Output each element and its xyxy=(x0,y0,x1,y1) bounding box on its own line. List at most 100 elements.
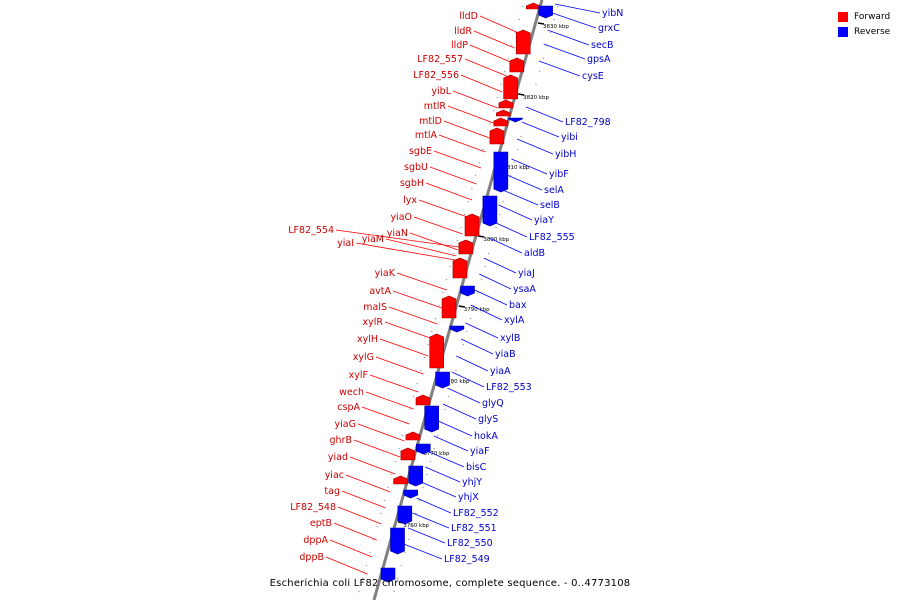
forward-gene-block xyxy=(452,257,468,279)
tick-label: 3790 kbp xyxy=(464,307,490,313)
reverse-gene-lf82-555: LF82_555 xyxy=(529,232,575,243)
forward-gene-block xyxy=(441,295,457,319)
track-dot xyxy=(469,317,472,320)
reverse-gene-block xyxy=(390,527,405,555)
reverse-gene-bisc: bisC xyxy=(466,462,487,473)
track-dot xyxy=(420,369,422,372)
track-dot xyxy=(467,200,470,203)
forward-gene-block xyxy=(489,127,505,145)
reverse-gene-selb: selB xyxy=(540,200,560,211)
reverse-gene-leader xyxy=(479,273,512,290)
reverse-gene-leader xyxy=(521,121,560,138)
reverse-gene-leader xyxy=(437,420,473,437)
forward-gene-leader xyxy=(409,232,459,251)
forward-gene-ghrb: ghrB xyxy=(330,435,352,446)
track-dot xyxy=(409,408,411,411)
track-dot xyxy=(471,187,473,190)
reverse-gene-leader xyxy=(403,543,443,560)
reverse-gene-leader xyxy=(474,289,508,306)
track-dot xyxy=(492,109,495,112)
reverse-gene-leader xyxy=(447,387,481,404)
reverse-gene-lf82-549: LF82_549 xyxy=(444,554,490,565)
reverse-gene-leader xyxy=(493,221,528,238)
track-dot xyxy=(553,18,556,21)
track-dot xyxy=(556,5,559,8)
backbone-line xyxy=(372,0,544,600)
forward-gene-lyx: lyx xyxy=(403,195,417,206)
forward-gene-leader xyxy=(433,150,482,169)
reverse-gene-leader xyxy=(543,43,586,60)
track-dot xyxy=(518,18,521,21)
reverse-gene-leader xyxy=(554,3,601,14)
forward-gene-leader xyxy=(443,120,490,139)
forward-gene-block xyxy=(496,109,511,117)
forward-gene-leader xyxy=(388,306,438,325)
forward-gene-leader xyxy=(473,30,515,49)
track-dot xyxy=(422,486,424,489)
reverse-gene-leader xyxy=(525,106,564,123)
reverse-gene-yhjx: yhjX xyxy=(458,492,479,503)
track-dot xyxy=(401,434,404,437)
track-dot xyxy=(495,226,497,229)
forward-gene-lldp: lldP xyxy=(451,40,468,51)
track-dot xyxy=(480,278,483,281)
track-dot xyxy=(474,174,477,177)
forward-gene-yiac: yiac xyxy=(325,470,344,481)
forward-gene-lf82-556: LF82_556 xyxy=(413,70,459,81)
forward-gene-lf82-548: LF82_548 xyxy=(290,502,336,513)
track-dot xyxy=(436,434,439,437)
tick-label: 3770 kbp xyxy=(423,451,449,457)
track-dot xyxy=(452,252,455,255)
tick-label: 3820 kbp xyxy=(523,95,549,101)
reverse-gene-yhjy: yhjY xyxy=(462,477,482,488)
reverse-gene-block xyxy=(415,443,431,455)
track-dot xyxy=(509,174,512,177)
forward-gene-leader xyxy=(384,321,434,340)
reverse-gene-lf82-798: LF82_798 xyxy=(565,117,611,128)
track-dot xyxy=(434,317,437,320)
forward-gene-leader xyxy=(329,539,373,558)
reverse-gene-cyse: cysE xyxy=(582,71,604,82)
reverse-gene-bax: bax xyxy=(509,300,527,311)
forward-gene-leader xyxy=(375,356,424,375)
reverse-gene-leader xyxy=(460,338,494,355)
forward-gene-lf82-557: LF82_557 xyxy=(417,54,463,65)
forward-gene-leader xyxy=(385,238,457,257)
forward-gene-block xyxy=(509,57,525,73)
forward-gene-block xyxy=(405,431,421,441)
forward-gene-leader xyxy=(479,15,519,34)
track-dot xyxy=(535,83,537,86)
reverse-gene-lf82-552: LF82_552 xyxy=(453,508,499,519)
forward-gene-block xyxy=(464,213,480,237)
track-dot xyxy=(380,512,382,515)
forward-swatch xyxy=(838,11,848,22)
reverse-gene-yiaf: yiaF xyxy=(470,446,490,457)
track-dot xyxy=(487,252,490,255)
reverse-gene-leader xyxy=(465,322,499,339)
forward-gene-block xyxy=(503,74,518,100)
reverse-gene-secb: secB xyxy=(591,40,614,51)
track-dot xyxy=(361,577,364,580)
track-dot xyxy=(521,5,524,8)
forward-gene-xylg: xylG xyxy=(353,352,374,363)
forward-gene-leader xyxy=(429,166,477,185)
forward-gene-leader xyxy=(369,374,419,393)
forward-gene-block xyxy=(526,2,541,10)
forward-gene-block xyxy=(429,333,445,369)
forward-gene-yiao: yiaO xyxy=(390,212,412,223)
reverse-gene-aldb: aldB xyxy=(524,248,545,259)
track-dot xyxy=(365,564,368,567)
track-dot xyxy=(484,265,486,268)
forward-gene-yian: yiaN xyxy=(387,228,408,239)
track-dot xyxy=(473,304,475,307)
track-dot xyxy=(412,395,415,398)
reverse-gene-leader xyxy=(552,12,597,29)
track-dot xyxy=(531,96,534,99)
reverse-gene-block xyxy=(397,505,413,525)
forward-gene-leader xyxy=(341,490,386,509)
reverse-gene-lf82-551: LF82_551 xyxy=(451,523,497,534)
track-dot xyxy=(393,590,395,593)
tick-mark xyxy=(478,235,485,238)
reverse-gene-leader xyxy=(470,304,503,321)
reverse-gene-block xyxy=(449,325,465,333)
